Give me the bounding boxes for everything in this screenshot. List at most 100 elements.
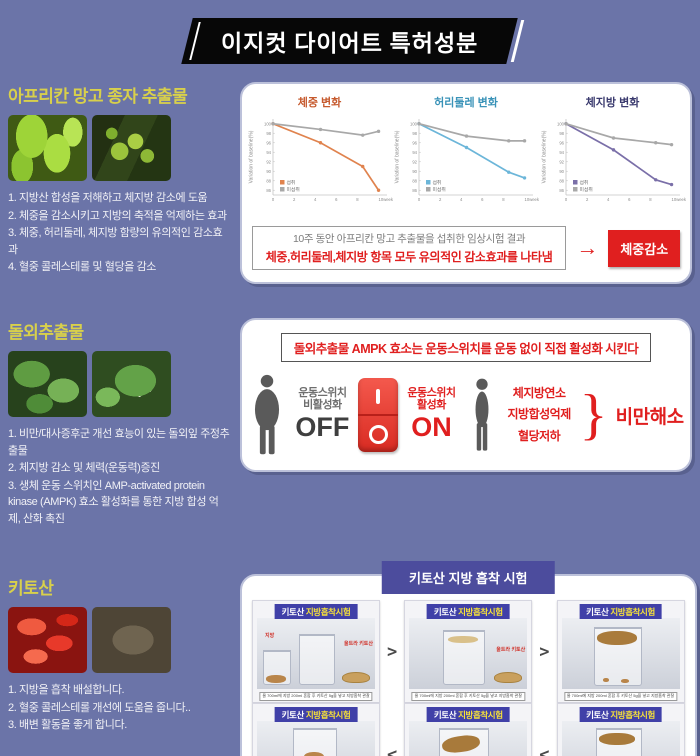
photo-scene xyxy=(409,721,528,756)
section-bullets: 1. 지방을 흡착 배설합니다. 2. 혈중 콜레스테롤 개선에 도움을 줍니다… xyxy=(8,682,230,734)
test-photo-2: 키토산 지방흡착시험 울트라 키토산 물 700ml에 지방 200ml 혼합 … xyxy=(404,600,533,703)
photo-row-bottom: 키토산 지방흡착시험 물 700ml에 지방 200ml 혼합 후 키토산 5g… xyxy=(252,703,685,756)
svg-text:96: 96 xyxy=(559,140,564,145)
svg-text:88: 88 xyxy=(266,178,271,183)
svg-text:섭취: 섭취 xyxy=(433,179,442,186)
test-photo-3: 키토산 지방흡착시험 물 700ml에 지방 200ml 혼합 후 키토산 5g… xyxy=(556,600,685,703)
svg-text:92: 92 xyxy=(266,159,271,164)
clinical-charts-panel: 체중 변화 100989694929088860246810weeksVaria… xyxy=(240,82,692,284)
effect-item: 혈당저하 xyxy=(518,428,561,443)
title-banner-wrap: 이지컷 다이어트 특허성분 xyxy=(0,18,700,64)
section-images xyxy=(8,607,230,673)
svg-text:88: 88 xyxy=(559,178,564,183)
switch-on-position xyxy=(358,378,399,416)
svg-text:10weeks: 10weeks xyxy=(671,197,685,202)
section-african-mango: 아프리칸 망고 종자 추출물 1. 지방산 합성을 저해하고 체지방 감소에 도… xyxy=(0,82,700,284)
bullet-item: 4. 혈중 콜레스테롤 및 혈당을 감소 xyxy=(8,261,157,273)
section-bullets: 1. 지방산 합성을 저해하고 체지방 감소에 도움 2. 체중을 감소시키고 … xyxy=(8,190,230,276)
svg-text:8: 8 xyxy=(649,197,652,202)
gynostemma-info: 돌외추출물 1. 비만/대사증후군 개선 효능이 있는 돌외잎 주정추출물 2.… xyxy=(8,318,230,528)
photo-scene xyxy=(561,721,680,756)
chart-title: 허리둘레 변화 xyxy=(434,97,498,109)
svg-text:98: 98 xyxy=(412,131,417,136)
test-photo-1: 키토산 지방흡착시험 지방 울트라 키토산 물 700ml에 지방 200ml … xyxy=(252,600,380,703)
bullet-item: 3. 배변 활동을 좋게 합니다. xyxy=(8,719,127,731)
test-photo-6: 키토산 지방흡착시험 물 700ml에 지방 200ml 혼합 후 키토산 5g… xyxy=(252,703,380,756)
on-label-line2: 활성화 xyxy=(417,399,446,412)
green-mango-image xyxy=(8,115,87,181)
svg-text:8: 8 xyxy=(356,197,359,202)
result-line2: 체중,허리둘레,체지방 항목 모두 유의적인 감소효과를 나타냄 xyxy=(265,250,553,264)
section-bullets: 1. 비만/대사증후군 개선 효능이 있는 돌외잎 주정추출물 2. 체지방 감… xyxy=(8,426,230,527)
test-photo-4: 키토산 지방흡착시험 물 700ml에 지방 200ml 혼합 후 키토산 5g… xyxy=(556,703,685,756)
gynostemma-flower-image xyxy=(92,351,171,417)
section-images xyxy=(8,351,230,417)
svg-text:94: 94 xyxy=(412,150,417,155)
photo-scene xyxy=(561,618,680,689)
photo-scene: 울트라 키토산 xyxy=(409,618,528,689)
svg-text:94: 94 xyxy=(266,150,271,155)
photo-scene: 지방 울트라 키토산 xyxy=(257,618,375,689)
svg-text:100: 100 xyxy=(557,121,565,126)
bullet-item: 1. 비만/대사증후군 개선 효능이 있는 돌외잎 주정추출물 xyxy=(8,428,230,457)
toggle-switch-icon xyxy=(358,378,399,452)
svg-text:6: 6 xyxy=(481,197,484,202)
chitosan-test-panel: 키토산 지방 흡착 시험 키토산 지방흡착시험 지방 울트라 키토산 물 700… xyxy=(240,561,697,756)
svg-text:Variation of baseline(%): Variation of baseline(%) xyxy=(248,130,254,183)
svg-text:90: 90 xyxy=(266,169,271,174)
svg-text:미섭취: 미섭취 xyxy=(433,186,446,193)
shrimp-image xyxy=(8,607,87,673)
switch-diagram: 운동스위치 비활성화 OFF 운동스위치 활성화 ON xyxy=(242,362,690,470)
clinical-result-row: 10주 동안 아프리칸 망고 추출물을 섭취한 임상시험 결과 체중,허리둘레,… xyxy=(242,220,690,282)
photo-row-top: 키토산 지방흡착시험 지방 울트라 키토산 물 700ml에 지방 200ml … xyxy=(252,600,685,703)
photo-scene xyxy=(257,721,375,756)
arrow-right-icon: > xyxy=(387,641,398,662)
right-arrow-icon: → xyxy=(576,235,599,260)
on-text: ON xyxy=(411,412,452,443)
svg-text:미섭취: 미섭취 xyxy=(286,186,299,193)
svg-text:98: 98 xyxy=(559,131,564,136)
svg-text:100: 100 xyxy=(410,121,418,126)
svg-text:2: 2 xyxy=(439,197,442,202)
svg-text:96: 96 xyxy=(412,140,417,145)
chitosan-test-badge: 키토산 지방 흡착 시험 xyxy=(382,561,555,594)
fat-person-icon xyxy=(255,374,280,455)
test-photo-5: 키토산 지방흡착시험 물 700ml에 지방 200ml 혼합 후 키토산 5g… xyxy=(404,703,533,756)
arrow-left-icon: < xyxy=(387,744,398,756)
gynostemma-leaves-image xyxy=(8,351,87,417)
obesity-relief-text: 비만해소 xyxy=(615,406,684,428)
african-mango-info: 아프리칸 망고 종자 추출물 1. 지방산 합성을 저해하고 체지방 감소에 도… xyxy=(8,82,230,277)
chart-plot: 100 98 96 94 92 90 88 860 2 4 6 8 10weeks Variation o… xyxy=(541,119,688,202)
svg-text:92: 92 xyxy=(412,159,417,164)
off-label-line1: 운동스위치 xyxy=(298,386,347,399)
svg-text:미섭취: 미섭취 xyxy=(579,186,592,193)
chart-bodyfat-change: 체지방 변화 100 98 96 94 92 90 88 860 2 4 6 8 10weeks Vari… xyxy=(540,94,688,220)
chart-title: 체지방 변화 xyxy=(585,97,640,109)
photo-grid: 키토산 지방흡착시험 지방 울트라 키토산 물 700ml에 지방 200ml … xyxy=(242,576,695,756)
arrow-left-icon: < xyxy=(539,744,550,756)
chitosan-info: 키토산 1. 지방을 흡착 배설합니다. 2. 혈중 콜레스테롤 개선에 도움을… xyxy=(8,574,230,735)
ampk-headline: 돌외추출물 AMPK 효소는 운동스위치를 운동 없이 직접 활성화 시킨다 xyxy=(280,333,652,362)
svg-text:4: 4 xyxy=(460,197,463,202)
off-text: OFF xyxy=(295,412,350,443)
section-heading: 돌외추출물 xyxy=(8,323,84,342)
section-heading: 아프리칸 망고 종자 추출물 xyxy=(8,87,188,106)
svg-text:86: 86 xyxy=(266,188,271,193)
svg-text:10weeks: 10weeks xyxy=(525,197,539,202)
result-line1: 10주 동안 아프리칸 망고 추출물을 섭취한 임상시험 결과 xyxy=(292,233,526,245)
curly-brace: } xyxy=(579,383,608,446)
chart-plot: 100 98 96 94 92 90 88 860 2 4 6 8 10weeks Variation o… xyxy=(248,119,395,202)
weight-loss-badge: 체중감소 xyxy=(608,229,681,267)
svg-text:92: 92 xyxy=(559,159,564,164)
svg-text:90: 90 xyxy=(559,169,564,174)
switch-off-position xyxy=(358,416,398,452)
section-chitosan: 키토산 1. 지방을 흡착 배설합니다. 2. 혈중 콜레스테롤 개선에 도움을… xyxy=(0,561,700,756)
bullet-item: 2. 혈중 콜레스테롤 개선에 도움을 줍니다.. xyxy=(8,701,191,714)
clinical-result-box: 10주 동안 아프리칸 망고 추출물을 섭취한 임상시험 결과 체중,허리둘레,… xyxy=(251,226,567,270)
effects-list: 체지방연소 지방합성억제 혈당저하 xyxy=(508,383,572,448)
on-label-group: 운동스위치 활성화 ON xyxy=(407,387,456,443)
svg-text:6: 6 xyxy=(335,197,338,202)
svg-text:8: 8 xyxy=(502,197,505,202)
section-heading: 키토산 xyxy=(8,579,54,598)
crab-image xyxy=(92,607,171,673)
